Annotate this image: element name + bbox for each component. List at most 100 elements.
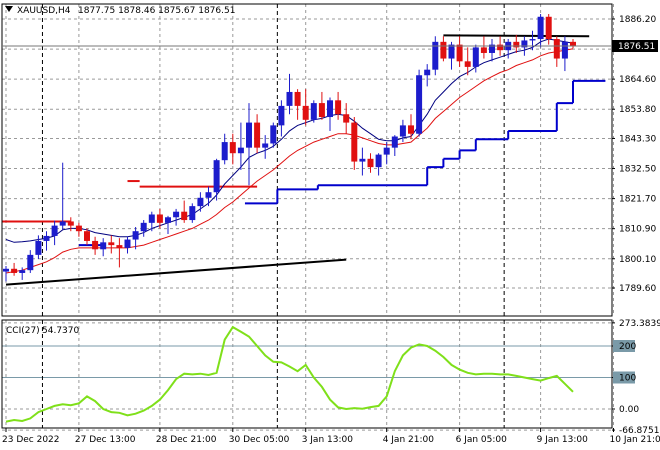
price-tick-label: 1800.10 [619, 255, 656, 265]
candle-body [205, 192, 212, 198]
candle-body [197, 197, 204, 207]
candle-body [246, 122, 252, 148]
candle-body [448, 44, 455, 59]
pane-frames [1, 3, 613, 429]
price-tick-label: 1843.30 [619, 134, 656, 144]
cci-pane-frame [1, 319, 613, 429]
price-tick-label: 1832.50 [619, 165, 656, 175]
price-tick-label: 1810.90 [619, 225, 656, 235]
time-tick-label: 27 Dec 13:00 [75, 435, 136, 445]
cci-tick-label: 100 [619, 374, 636, 384]
candle-body [302, 105, 309, 120]
candle-body [92, 240, 99, 250]
candle-body [545, 16, 552, 40]
candle-body [173, 211, 180, 218]
time-tick-label: 6 Jan 05:00 [456, 435, 508, 445]
candle-body [472, 47, 479, 67]
price-tick-label: 1853.80 [619, 105, 656, 115]
price-tick-label: 1821.70 [619, 195, 656, 205]
candle-body [553, 39, 560, 59]
time-tick-label: 28 Dec 21:00 [156, 435, 217, 445]
candle-body [310, 103, 317, 120]
candle-body [286, 91, 293, 106]
candle-body [270, 125, 277, 144]
time-axis: 23 Dec 2022 27 Dec 13:00 28 Dec 21:00 30 De… [2, 428, 660, 445]
price-axis: 1886.201875.401864.601853.801843.301832.… [2, 15, 656, 294]
candle-body [27, 254, 34, 271]
price-tick-label: 1886.20 [619, 15, 656, 25]
triangle-down-icon[interactable] [5, 6, 13, 12]
candles [3, 13, 576, 282]
cci-series-line [5, 325, 574, 423]
candle-body [327, 100, 333, 118]
candle-body [213, 160, 220, 193]
candle-body [51, 225, 58, 236]
current-price-label: 1876.51 [618, 42, 655, 52]
candle-body [399, 125, 406, 137]
cci-title-name: CCI(27) [6, 326, 40, 336]
candle-body [513, 41, 520, 48]
candle-body [19, 270, 26, 273]
cci-line [5, 325, 574, 423]
time-tick-label: 3 Jan 13:00 [302, 435, 354, 445]
candle-body [124, 239, 131, 248]
candle-body [189, 206, 196, 221]
candle-body [165, 217, 171, 223]
candle-body [440, 41, 447, 59]
candle-body [537, 16, 544, 40]
candle-body [75, 225, 82, 232]
candle-body [424, 69, 431, 76]
candle-body [489, 44, 495, 53]
ohlc-label: 1877.75 1878.46 1875.67 1876.51 [78, 6, 235, 16]
candle-body [237, 147, 244, 154]
candle-body [367, 158, 374, 168]
candle-body [140, 222, 147, 232]
candle-body [278, 105, 285, 126]
candle-body [100, 242, 107, 250]
time-tick-label: 10 Jan 21:00 [610, 435, 660, 445]
candle-body [497, 44, 504, 51]
trendline [5, 258, 347, 286]
candle-body [262, 143, 269, 148]
ma-fast-line [5, 38, 574, 243]
candle-body [229, 142, 236, 154]
candle-body [84, 231, 90, 241]
candle-body [132, 231, 139, 240]
candle-body [335, 100, 342, 115]
candle-body [11, 268, 18, 273]
cci-title-value: 54.7370 [42, 326, 79, 336]
candle-body [432, 41, 439, 70]
candle-body [318, 103, 325, 118]
candle-body [408, 125, 414, 134]
candle-body [43, 235, 50, 241]
chart-header: XAUUSD,H4 1877.75 1878.46 1875.67 1876.5… [5, 6, 235, 16]
time-tick-label: 9 Jan 13:00 [537, 435, 589, 445]
price-tick-label: 1789.60 [619, 284, 656, 294]
candle-body [383, 147, 390, 155]
candle-body [456, 44, 463, 62]
candle-body [254, 122, 261, 148]
candle-body [67, 221, 74, 226]
candle-body [294, 91, 301, 106]
candle-body [35, 240, 42, 255]
cci-header: CCI(27) 54.7370 [6, 326, 79, 336]
cci-grid [2, 320, 614, 431]
candle-body [108, 242, 115, 246]
cci-axis: 273.3839 200 100 0.00 -66.8751 [612, 319, 660, 436]
current-price-marker: 1876.51 [612, 40, 658, 52]
time-tick-label: 4 Jan 21:00 [383, 435, 435, 445]
time-tick-label: 30 Dec 05:00 [229, 435, 290, 445]
candle-body [359, 158, 366, 162]
cci-level-tag [613, 340, 635, 352]
candle-body [116, 245, 123, 248]
symbol-label: XAUUSD,H4 [17, 6, 71, 16]
candle-body [391, 136, 398, 148]
candle-body [59, 221, 66, 226]
current-price-box [612, 40, 658, 52]
candle-body [343, 114, 350, 123]
cci-tick-label: 0.00 [619, 405, 639, 415]
candle-body [148, 214, 155, 223]
price-tick-label: 1864.60 [619, 75, 656, 85]
